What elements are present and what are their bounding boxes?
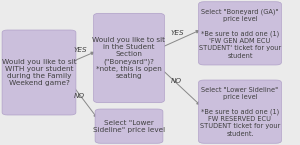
Text: YES: YES [170,30,184,36]
FancyBboxPatch shape [95,109,163,143]
FancyBboxPatch shape [2,30,76,115]
FancyBboxPatch shape [199,2,281,65]
Text: YES: YES [74,47,87,53]
FancyBboxPatch shape [199,80,281,143]
Text: Would you like to sit
WITH your student
during the Family
Weekend game?: Would you like to sit WITH your student … [2,59,76,86]
Text: NO: NO [74,93,85,99]
FancyBboxPatch shape [94,13,164,103]
Text: NO: NO [170,78,182,84]
Text: Select "Lower
Sideline" price level: Select "Lower Sideline" price level [93,119,165,133]
Text: Select "Lower Sideline"
price level

*Be sure to add one (1)
FW RESERVED ECU
STU: Select "Lower Sideline" price level *Be … [200,87,280,137]
Text: Would you like to sit
in the Student
Section
("Boneyard")?
*note, this is open
s: Would you like to sit in the Student Sec… [92,37,166,79]
Text: Select "Boneyard (GA)"
price level

*Be sure to add one (1)
'FW GEN ADM ECU
STUD: Select "Boneyard (GA)" price level *Be s… [199,8,281,59]
